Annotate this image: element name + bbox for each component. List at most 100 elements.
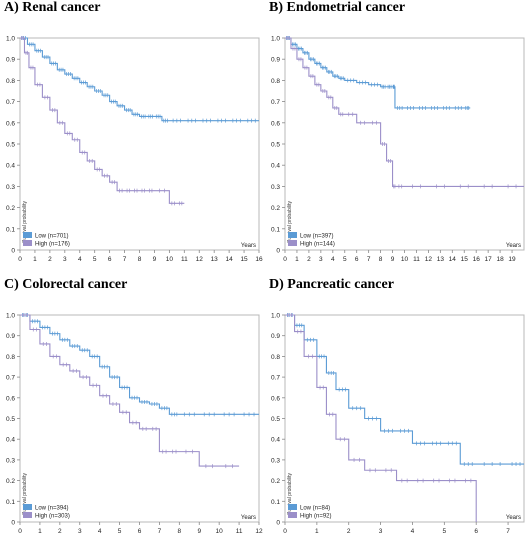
y-tick-label: 0.4: [6, 163, 15, 170]
legend-swatch: [23, 504, 32, 510]
y-tick-label: 1.0: [6, 313, 15, 320]
y-tick-label: 0: [11, 520, 15, 527]
y-axis-label: Survival probability: [287, 473, 293, 515]
y-tick-label: 0.9: [271, 57, 280, 64]
x-tick-label: 18: [496, 256, 504, 263]
x-axis-label: Years: [241, 515, 256, 521]
panel-title: C) Colorectal cancer: [4, 277, 128, 292]
legend-swatch: [288, 232, 297, 238]
x-tick-label: 7: [158, 528, 162, 535]
y-tick-label: 0.2: [6, 205, 15, 212]
y-axis-label: Survival probability: [287, 201, 293, 243]
x-tick-label: 10: [216, 528, 224, 535]
y-tick-label: 0.2: [6, 478, 15, 485]
panel-pancreatic: D) Pancreatic cancer 0 0.1 0.2 0.3 0.4 0.5 0.6…: [265, 277, 530, 548]
legend-label: High (n=92): [300, 514, 332, 520]
x-tick-label: 0: [283, 528, 287, 535]
km-plot-endometrial: 00.10.20.30.40.50.60.70.80.91.00 1 2 3 4 5 6 7 8…: [271, 36, 525, 263]
y-tick-label: 0.8: [6, 354, 15, 361]
plot-frame: [284, 314, 525, 523]
y-tick-label: 0.6: [6, 395, 15, 402]
y-tick-label: 0.9: [271, 333, 280, 340]
x-tick-label: 16: [255, 256, 263, 263]
x-tick-label: 0: [18, 528, 22, 535]
y-tick-label: 0: [276, 248, 280, 255]
x-tick-label: 0: [283, 256, 287, 263]
panel-title: D) Pancreatic cancer: [269, 277, 394, 292]
panel-title: A) Renal cancer: [4, 0, 101, 15]
x-tick-label: 4: [411, 528, 415, 535]
y-tick-label: 0.7: [6, 99, 15, 106]
x-tick-label: 7: [367, 256, 371, 263]
y-tick-label: 0.8: [271, 354, 280, 361]
x-tick-label: 2: [307, 256, 311, 263]
y-tick-label: 0.5: [6, 416, 15, 423]
x-tick-label: 9: [153, 256, 157, 263]
y-tick-label: 0.7: [271, 99, 280, 106]
x-tick-label: 3: [78, 528, 82, 535]
x-tick-label: 2: [347, 528, 351, 535]
y-tick-label: 1.0: [271, 313, 280, 320]
x-tick-label: 11: [181, 256, 188, 263]
x-tick-label: 8: [178, 528, 182, 535]
legend-label: High (n=176): [35, 242, 70, 248]
x-tick-label: 7: [506, 528, 510, 535]
series-line-high: [20, 314, 240, 467]
y-tick-label: 0.9: [6, 333, 15, 340]
x-tick-label: 9: [197, 528, 201, 535]
series-line-low: [20, 314, 259, 415]
y-tick-label: 0.3: [271, 457, 280, 464]
x-tick-label: 12: [425, 256, 433, 263]
y-tick-label: 0.3: [271, 184, 280, 191]
y-tick-label: 0.1: [6, 499, 15, 506]
x-tick-label: 12: [255, 528, 263, 535]
x-tick-label: 3: [379, 528, 383, 535]
x-tick-label: 9: [391, 256, 395, 263]
y-tick-label: 0.6: [6, 120, 15, 127]
legend-swatch: [288, 504, 297, 510]
km-plot-renal: 00.10.20.30.40.50.60.70.80.91.00 1 2 3 4 5 6 7 8…: [6, 36, 263, 264]
x-tick-label: 10: [166, 256, 174, 263]
x-tick-label: 6: [108, 256, 112, 263]
y-tick-label: 0.1: [6, 226, 15, 233]
y-axis-label: Survival probability: [22, 201, 28, 243]
km-plot-pancreatic: 0 0.1 0.2 0.3 0.4 0.5 0.6 0.7 0.8 0.9 1.0 0 1 2 3 4 5 6 7 S…: [271, 313, 525, 535]
y-tick-label: 0: [276, 520, 280, 527]
panel-endometrial: B) Endometrial cancer 0 0.1 0.2 0.3 0.4 0.5 0.…: [265, 0, 530, 271]
x-tick-label: 11: [236, 528, 243, 535]
x-axis-label: Years: [506, 515, 521, 521]
x-tick-label: 7: [123, 256, 127, 263]
series-line-high: [285, 314, 477, 522]
y-tick-label: 0.5: [271, 142, 280, 149]
x-tick-label: 3: [63, 256, 67, 263]
x-tick-label: 14: [449, 256, 457, 263]
y-tick-label: 0.4: [6, 437, 15, 444]
x-tick-label: 3: [319, 256, 323, 263]
x-tick-label: 4: [78, 256, 82, 263]
x-tick-label: 2: [48, 256, 52, 263]
panel-title: B) Endometrial cancer: [269, 0, 406, 15]
y-tick-label: 1.0: [271, 36, 280, 43]
x-tick-label: 1: [38, 528, 42, 535]
series-line-low: [285, 314, 524, 465]
legend-label: Low (n=394): [35, 506, 69, 512]
x-tick-label: 4: [331, 256, 335, 263]
x-tick-label: 8: [138, 256, 142, 263]
x-tick-label: 15: [240, 256, 248, 263]
legend-swatch: [288, 512, 297, 518]
y-tick-label: 1.0: [6, 36, 15, 43]
y-tick-label: 0.8: [6, 78, 15, 85]
x-tick-label: 2: [58, 528, 62, 535]
series-line-high: [285, 37, 524, 187]
legend-swatch: [23, 232, 32, 238]
x-axis-label: Years: [241, 243, 256, 249]
y-tick-label: 0.6: [271, 395, 280, 402]
plot-frame: [19, 314, 260, 523]
series-line-high: [20, 37, 185, 204]
x-tick-label: 13: [437, 256, 445, 263]
y-tick-label: 0.1: [271, 499, 280, 506]
x-tick-label: 5: [443, 528, 447, 535]
legend-swatch: [23, 240, 32, 246]
x-tick-label: 5: [118, 528, 122, 535]
y-tick-label: 0.9: [6, 57, 15, 64]
